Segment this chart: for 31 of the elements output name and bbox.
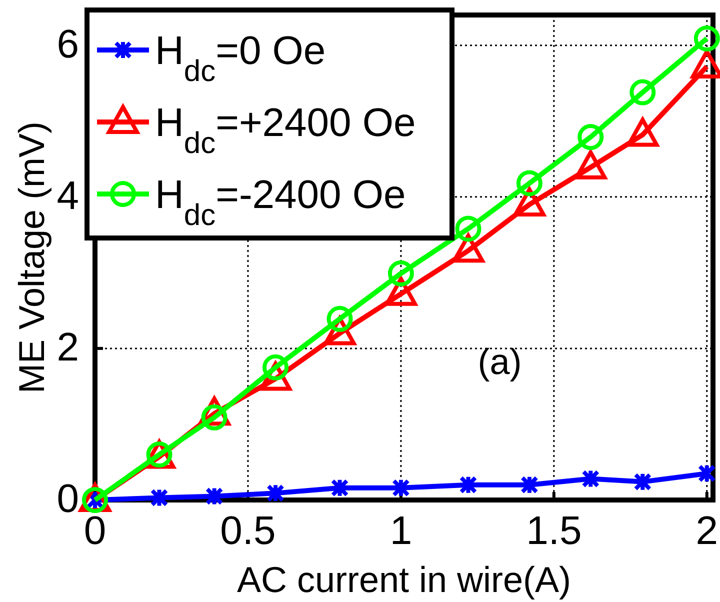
legend-label: H$_{dc}$=-2400 Oe — [155, 173, 406, 232]
annotation: (a) — [478, 340, 522, 382]
point — [630, 79, 656, 106]
point — [520, 474, 538, 495]
x-tick-label: 1 — [390, 509, 412, 553]
point — [455, 216, 482, 242]
y-tick-label: 4 — [56, 174, 79, 218]
point — [582, 468, 600, 489]
x-tick-label: 0 — [84, 509, 106, 553]
x-tick-label: 0.5 — [220, 509, 276, 553]
point — [392, 478, 410, 498]
y-tick-label: 6 — [56, 22, 79, 66]
y-axis-title: ME Voltage (mV) — [11, 121, 52, 394]
point — [634, 472, 652, 492]
point — [330, 478, 349, 498]
point — [205, 486, 224, 506]
point — [459, 474, 478, 495]
point — [516, 170, 542, 196]
x-tick-label: 1.5 — [526, 509, 582, 553]
legend-label: H$_{dc}$=0 Oe — [155, 29, 326, 88]
y-tick-label: 0 — [56, 477, 79, 521]
point — [694, 25, 720, 52]
point — [266, 483, 285, 504]
legend-label: H$_{dc}$=+2400 Oe — [155, 101, 416, 160]
x-tick-label: 2 — [696, 509, 718, 553]
point — [388, 260, 414, 286]
point — [150, 488, 168, 508]
x-axis-title: AC current in wire(A) — [236, 559, 572, 600]
point — [698, 463, 716, 484]
point — [578, 124, 604, 150]
y-tick-label: 2 — [56, 325, 79, 370]
